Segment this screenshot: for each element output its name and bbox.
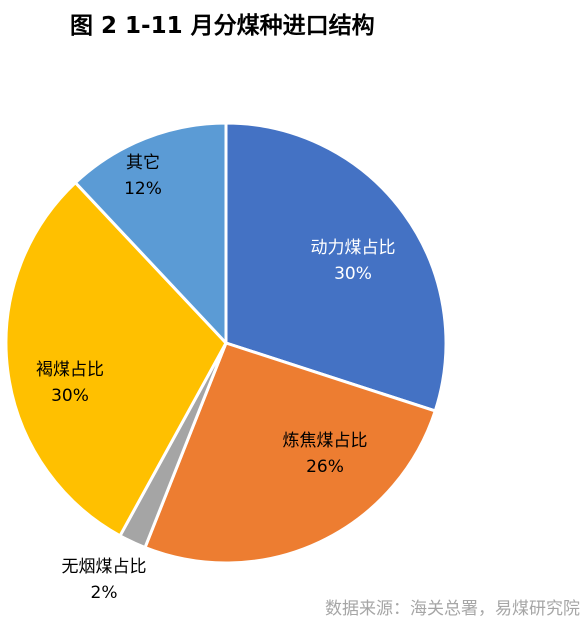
slice-name-label: 褐煤占比 [36,360,104,380]
pie-slice-5 [73,121,228,345]
slice-value-label: 30% [334,264,372,284]
slice-value-label: 12% [124,179,162,199]
slice-value-label: 2% [91,583,118,603]
slice-value-label: 26% [306,457,344,477]
pie-slice-4 [4,181,228,538]
slice-value-label: 30% [51,386,89,406]
pie-slice-1 [224,121,448,413]
pie-slice-2 [143,341,437,565]
slice-name-label: 其它 [126,153,160,173]
slice-name-label: 炼焦煤占比 [283,431,368,451]
slice-name-label: 无烟煤占比 [62,557,147,577]
pie-slices [4,121,448,565]
slice-name-label: 动力煤占比 [311,238,396,258]
source-note: 数据来源：海关总署，易煤研究院 [325,599,580,619]
pie-labels: 动力煤占比 30% 炼焦煤占比 26% 无烟煤占比 2% 褐煤占比 30% 其它 12% [36,153,396,603]
chart-title: 图 2 1-11 月分煤种进口结构 [70,13,375,39]
